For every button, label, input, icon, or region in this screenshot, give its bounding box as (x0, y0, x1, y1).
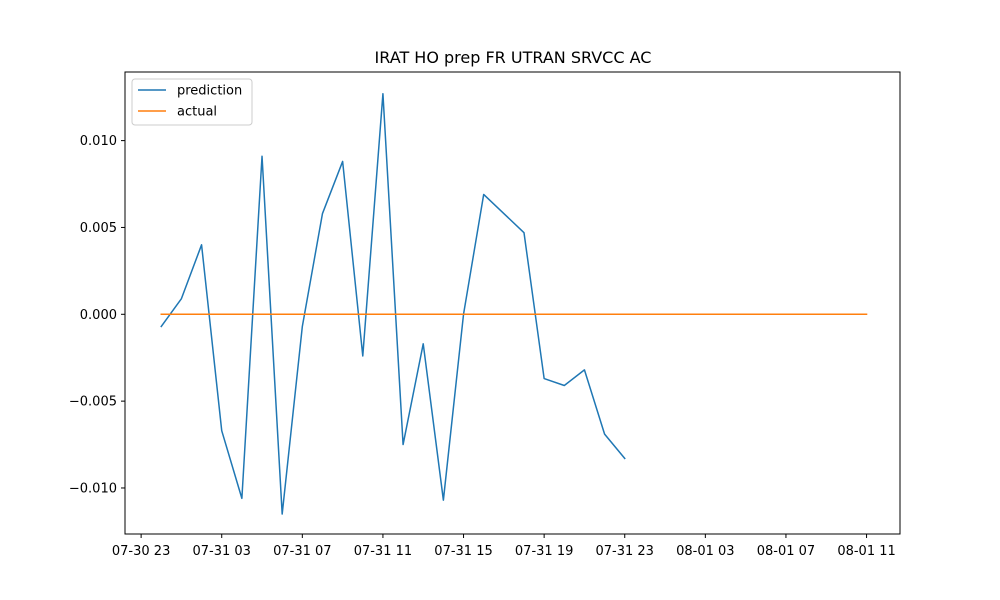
x-tick-label: 07-31 11 (354, 544, 412, 559)
chart-title: IRAT HO prep FR UTRAN SRVCC AC (375, 48, 652, 67)
y-tick-label: −0.005 (69, 395, 117, 410)
x-tick-label: 07-31 23 (596, 544, 654, 559)
x-tick-label: 07-30 23 (112, 544, 170, 559)
x-tick-label: 07-31 07 (273, 544, 331, 559)
axes-layer: 07-30 23 07-31 03 07-31 07 07-31 11 07-31 15… (69, 71, 901, 559)
x-tick-label: 08-01 03 (676, 544, 734, 559)
y-tick-label: 0.010 (80, 134, 117, 149)
x-tick-label: 07-31 19 (515, 544, 573, 559)
legend-label-prediction: prediction (177, 84, 242, 99)
y-tick-label: 0.000 (80, 308, 117, 323)
x-tick-label: 08-01 07 (757, 544, 815, 559)
y-tick-label: 0.005 (80, 221, 117, 236)
x-tick-label: 07-31 03 (192, 544, 250, 559)
plot-frame (124, 71, 901, 535)
series-layer (160, 92, 868, 515)
legend-label-actual: actual (177, 105, 217, 120)
y-tick-label: −0.010 (69, 481, 117, 496)
legend: prediction actual (131, 78, 253, 126)
x-tick-label: 07-31 15 (434, 544, 492, 559)
x-tick-label: 08-01 11 (837, 544, 895, 559)
series-line-prediction (160, 92, 626, 515)
